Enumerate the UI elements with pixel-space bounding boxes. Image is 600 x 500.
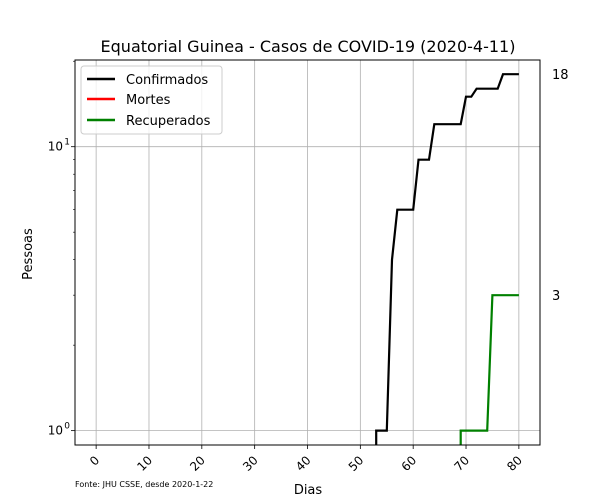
x-tick-label: 30 bbox=[240, 453, 261, 474]
legend-label-mortes: Mortes bbox=[126, 93, 171, 108]
y-axis-label: Pessoas bbox=[21, 228, 36, 280]
x-tick-label: 50 bbox=[346, 453, 367, 474]
x-tick-label: 0 bbox=[87, 453, 102, 468]
legend-label-confirmados: Confirmados bbox=[126, 73, 208, 88]
series-line-confirmados bbox=[375, 73, 519, 445]
series-line-recuperados bbox=[459, 294, 519, 445]
legend-box bbox=[80, 65, 223, 135]
legend-label-recuperados: Recuperados bbox=[126, 114, 211, 129]
x-tick-label: 40 bbox=[293, 453, 314, 474]
x-axis-label: Dias bbox=[294, 483, 323, 498]
end-labels: 18 3 bbox=[552, 68, 569, 304]
y-tick-label: 10 bbox=[48, 140, 63, 154]
x-tick-label: 10 bbox=[134, 453, 155, 474]
source-note: Fonte: JHU CSSE, desde 2020-1-22 bbox=[75, 480, 213, 489]
plot-lines bbox=[375, 73, 519, 445]
x-tick-label: 60 bbox=[399, 453, 420, 474]
legend: Confirmados Mortes Recuperados bbox=[80, 65, 223, 135]
chart-title: Equatorial Guinea - Casos de COVID-19 (2… bbox=[101, 37, 516, 56]
x-tick-label: 80 bbox=[504, 453, 525, 474]
end-label-confirmados: 18 bbox=[552, 68, 569, 83]
y-tick-exponent: 1 bbox=[64, 138, 70, 148]
end-label-recuperados: 3 bbox=[552, 289, 560, 304]
y-tick-exponent: 0 bbox=[64, 422, 70, 432]
x-tick-label: 20 bbox=[187, 453, 208, 474]
y-tick-label: 10 bbox=[48, 424, 63, 438]
x-tick-label: 70 bbox=[451, 453, 472, 474]
